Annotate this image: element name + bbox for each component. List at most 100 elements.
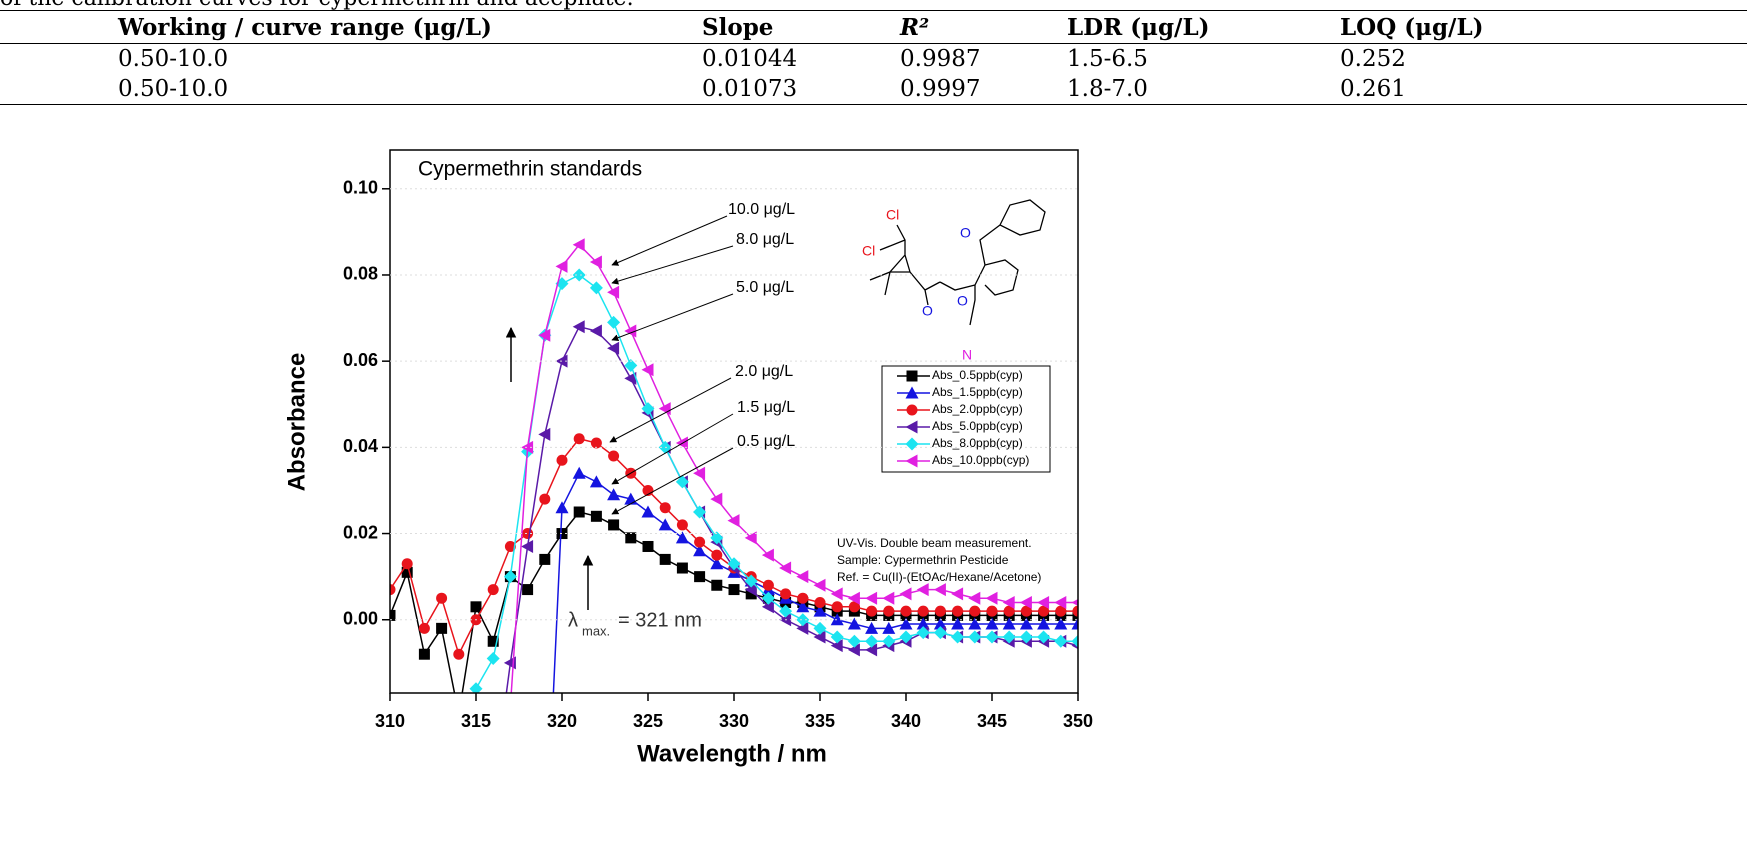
data-point xyxy=(521,440,534,454)
legend-marker xyxy=(905,437,919,451)
annotation: 2.0 μg/L xyxy=(735,363,793,380)
data-point xyxy=(608,450,620,462)
data-point xyxy=(1072,605,1078,617)
data-point xyxy=(986,605,998,617)
x-tick-label: 315 xyxy=(461,711,491,731)
data-point xyxy=(933,626,947,640)
data-point xyxy=(727,514,740,528)
data-point xyxy=(573,506,585,518)
data-point xyxy=(659,502,671,514)
data-point xyxy=(796,613,810,627)
data-point xyxy=(452,743,465,756)
legend-marker xyxy=(906,370,918,382)
atom-label: O xyxy=(922,303,933,319)
data-point xyxy=(934,605,946,617)
data-point xyxy=(916,583,929,597)
x-tick-label: 340 xyxy=(891,711,921,731)
data-point xyxy=(693,505,707,519)
chart: Cypermethrin standards Wavelength / nm A… xyxy=(283,149,1093,767)
data-point xyxy=(453,648,465,660)
data-point xyxy=(1002,596,1015,609)
data-point xyxy=(607,488,621,501)
data-point xyxy=(780,588,792,600)
x-tick-label: 350 xyxy=(1063,711,1093,731)
annotation: Sample: Cypermethrin Pesticide xyxy=(837,553,1009,567)
data-point xyxy=(538,328,551,342)
data-point xyxy=(503,570,517,584)
caption: of the calibration curves for cypermethr… xyxy=(0,0,634,11)
data-point xyxy=(761,600,774,614)
data-point xyxy=(968,617,982,630)
data-point xyxy=(693,466,706,480)
data-point xyxy=(676,562,688,574)
data-point xyxy=(847,634,861,648)
data-point xyxy=(642,540,654,552)
data-point xyxy=(1038,605,1050,617)
data-point xyxy=(659,553,671,565)
y-tick-label: 0.02 xyxy=(343,522,378,542)
data-point xyxy=(573,433,585,445)
data-point xyxy=(865,621,879,634)
data-point xyxy=(951,587,964,601)
data-point xyxy=(882,621,896,634)
data-point xyxy=(1019,630,1033,644)
td: 0.9987 xyxy=(900,46,981,72)
th: LOQ (μg/L) xyxy=(1340,10,1747,44)
data-point xyxy=(607,315,621,329)
y-tick-label: 0.08 xyxy=(343,264,378,284)
lambda-label: max. xyxy=(582,623,610,638)
data-point xyxy=(555,501,569,514)
data-point xyxy=(968,630,982,644)
legend-label: Abs_0.5ppb(cyp) xyxy=(932,368,1023,382)
data-point xyxy=(572,320,585,334)
y-tick-label: 0.00 xyxy=(343,608,378,628)
y-tick-label: 0.04 xyxy=(343,436,378,456)
series-line xyxy=(552,472,1078,693)
data-point xyxy=(900,605,912,617)
data-point xyxy=(744,574,758,588)
annotation-arrow xyxy=(609,377,732,443)
data-point xyxy=(693,544,707,557)
y-axis-title: Absorbance xyxy=(283,353,310,492)
data-point xyxy=(1071,617,1078,630)
x-tick-label: 345 xyxy=(977,711,1007,731)
annotation: 10.0 μg/L xyxy=(728,201,795,218)
td: 0.50-10.0 xyxy=(118,46,229,72)
data-point xyxy=(847,643,860,657)
data-point xyxy=(555,259,568,273)
th: Working / curve range (μg/L) xyxy=(118,10,702,44)
data-point xyxy=(710,557,724,570)
data-point xyxy=(711,579,723,591)
data-point xyxy=(572,238,585,252)
chart-title: Cypermethrin standards xyxy=(418,158,642,181)
data-point xyxy=(521,539,534,553)
data-point xyxy=(538,427,551,441)
annotation: 1.5 μg/L xyxy=(737,399,795,416)
data-point xyxy=(658,518,672,531)
atom-label: Cl xyxy=(886,207,899,223)
data-point xyxy=(504,540,516,552)
data-point xyxy=(761,548,774,562)
data-point xyxy=(813,578,826,592)
data-point xyxy=(830,587,843,601)
data-point xyxy=(625,532,637,544)
data-point xyxy=(916,617,930,630)
data-point xyxy=(539,493,551,505)
data-point xyxy=(436,622,448,634)
data-point xyxy=(1019,596,1032,609)
data-point xyxy=(830,613,844,626)
data-point xyxy=(390,609,396,621)
data-point xyxy=(985,617,999,630)
data-point xyxy=(866,605,878,617)
lambda-label: λ xyxy=(568,609,578,631)
td: 0.50-10.0 xyxy=(118,74,702,105)
data-point xyxy=(728,584,740,596)
legend-marker xyxy=(905,386,919,399)
data-point xyxy=(694,571,706,583)
data-point xyxy=(589,475,603,488)
data-point xyxy=(624,324,637,338)
data-point xyxy=(848,601,860,613)
data-point xyxy=(711,549,723,561)
data-point xyxy=(917,605,929,617)
